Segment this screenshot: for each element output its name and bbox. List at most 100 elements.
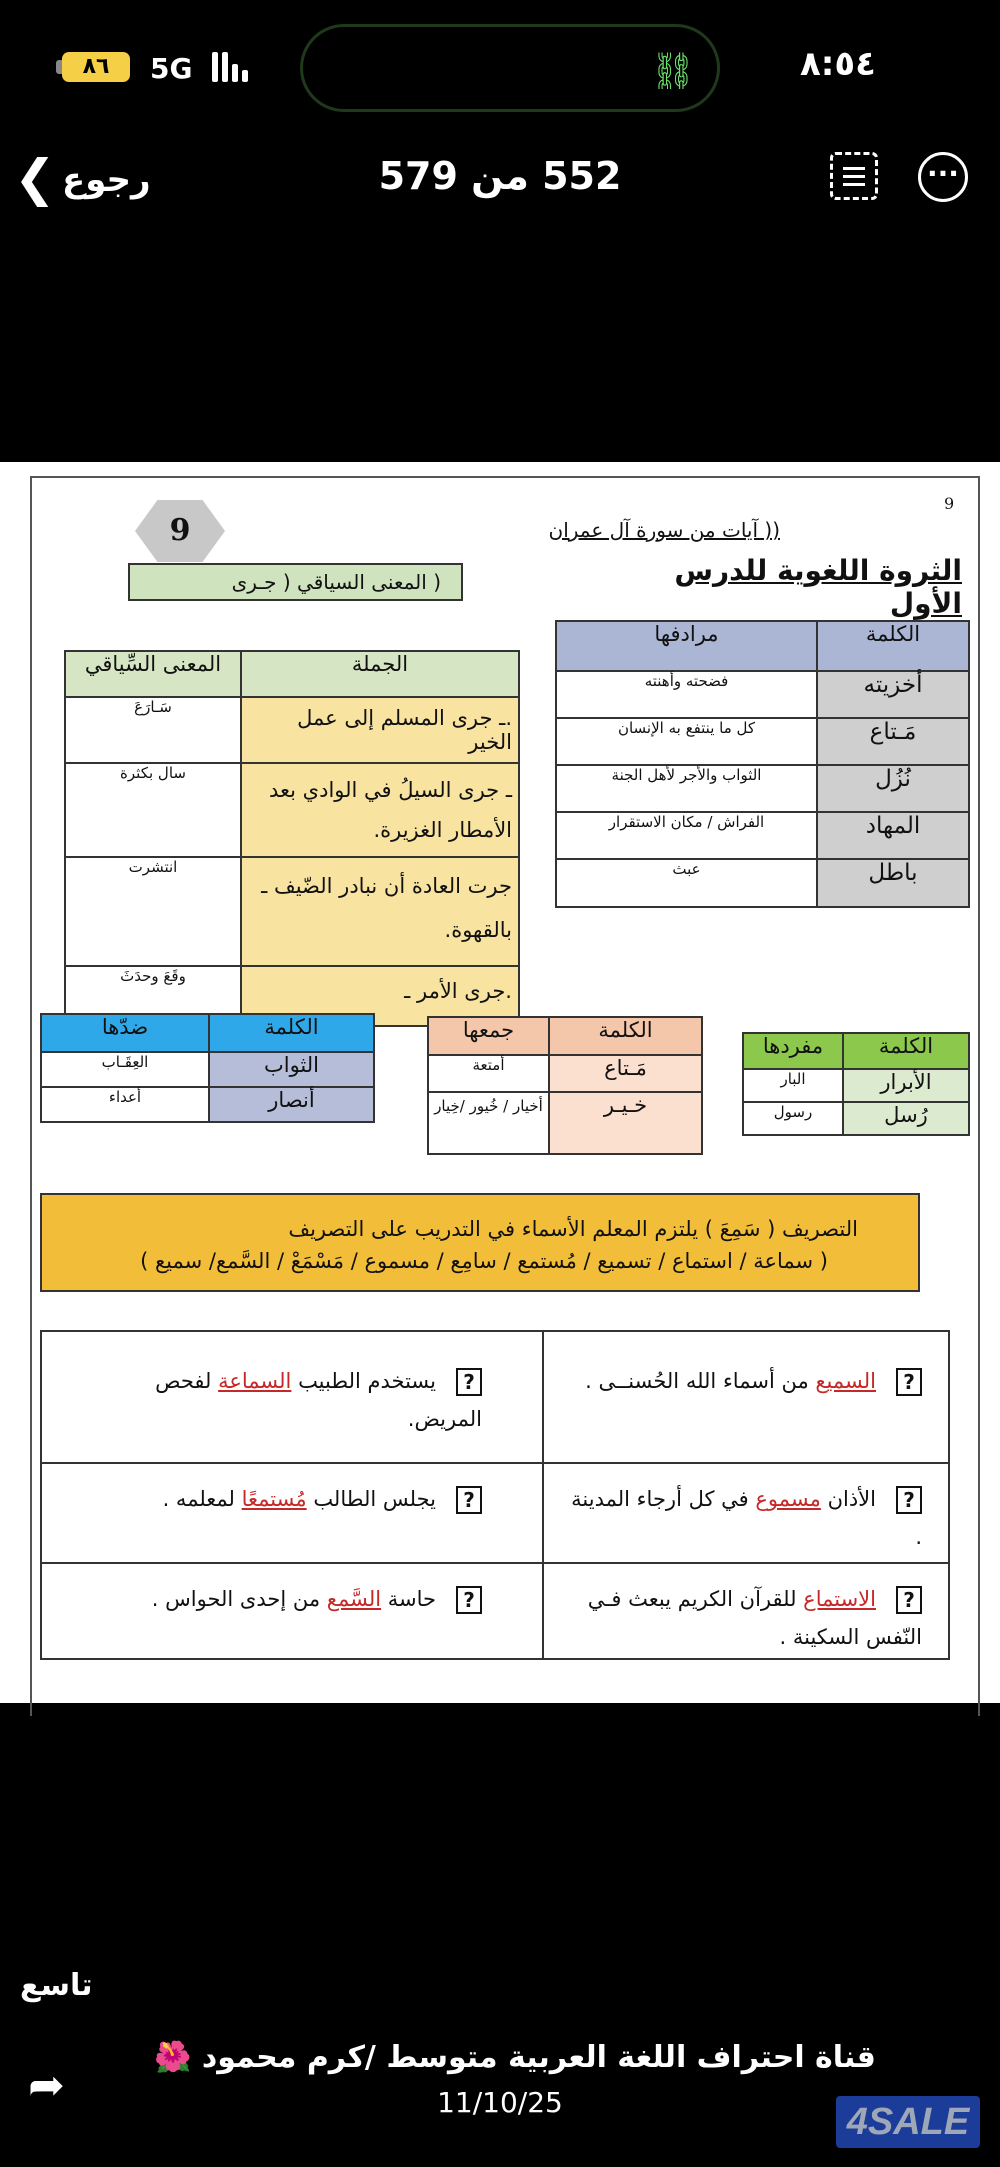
exercise-pre: يجلس الطالب <box>306 1487 436 1511</box>
synonym-cell: كل ما ينتفع به الإنسان <box>555 717 818 766</box>
table-row: خـيـر أخيار / خُيور /خِيار <box>427 1091 703 1155</box>
table-row: .ـ جرى المسلم إلى عمل الخير سَـارَعَ <box>64 696 520 764</box>
table-row: مَـتاع كل ما ينتفع به الإنسان <box>555 717 970 766</box>
dynamic-island <box>300 24 720 112</box>
question-mark-icon[interactable]: ? <box>456 1486 482 1514</box>
conjugation-banner: التصريف ( سَمِعَ ) يلتزم المعلم الأسماء … <box>40 1193 920 1292</box>
table-row: الثواب العِقَـاب <box>40 1051 375 1088</box>
share-icon[interactable]: ➦ <box>28 2060 65 2111</box>
exercise-item: ? يجلس الطالب مُستمعًا لمعلمه . <box>82 1462 482 1562</box>
channel-label: تاسع <box>20 1968 93 2003</box>
question-mark-icon[interactable]: ? <box>456 1586 482 1614</box>
table-row: الأبرار البار <box>742 1068 970 1103</box>
question-mark-icon[interactable]: ? <box>456 1368 482 1396</box>
antonym-cell: أعداء <box>40 1086 210 1123</box>
header-sentence: الجملة <box>240 650 520 698</box>
word-cell: رُسل <box>842 1101 970 1136</box>
word-cell: مَـتاع <box>548 1054 703 1093</box>
singulars-table: الكلمة مفردها الأبرار البار رُسل رسول <box>742 1032 970 1136</box>
synonym-cell: الثواب والأجر لأهل الجنة <box>555 764 818 813</box>
page-counter: 552 من 579 <box>378 154 622 198</box>
more-icon[interactable]: ··· <box>918 152 968 202</box>
table-row: نُزُل الثواب والأجر لأهل الجنة <box>555 764 970 813</box>
antonyms-table: الكلمة ضدّها الثواب العِقَـاب أنصار أعداء <box>40 1013 375 1123</box>
question-mark-icon[interactable]: ? <box>896 1486 922 1514</box>
table-row: أنصار أعداء <box>40 1086 375 1123</box>
meaning-cell: سال بكثرة <box>64 762 242 858</box>
exercise-post: في كل أرجاء المدينة . <box>571 1487 922 1549</box>
word-cell: أخزيته <box>816 670 970 719</box>
sentence-cell: جرت العادة أن نبادر الضّيف ـ بالقهوة. <box>240 856 520 967</box>
highlighted-word: مسموع <box>755 1487 821 1511</box>
network-type: 5G <box>150 52 193 85</box>
word-cell: نُزُل <box>816 764 970 813</box>
meaning-cell: سَـارَعَ <box>64 696 242 764</box>
exercise-item: ? الأذان مسموع في كل أرجاء المدينة . <box>562 1462 922 1562</box>
clock: ٨:٥٤ <box>800 44 876 84</box>
sentence-cell: ـ جرى السيلُ في الوادي بعد الأمطار الغزي… <box>240 762 520 858</box>
exercise-item: ? يستخدم الطبيب السماعة لفحص المريض. <box>82 1332 482 1462</box>
header-singular: مفردها <box>742 1032 844 1070</box>
battery-indicator: ٨٦ <box>62 52 130 82</box>
page-frame <box>30 476 980 1716</box>
word-cell: مَـتاع <box>816 717 970 766</box>
battery-cap <box>56 60 62 74</box>
word-cell: باطل <box>816 858 970 908</box>
header-word: الكلمة <box>842 1032 970 1070</box>
header-meaning: المعنى السِّياقي <box>64 650 242 698</box>
highlighted-word: مُستمعًا <box>241 1487 307 1511</box>
table-row: ـ جرى السيلُ في الوادي بعد الأمطار الغزي… <box>64 762 520 858</box>
page-number: 9 <box>944 494 955 513</box>
plural-cell: أمتعة <box>427 1054 550 1093</box>
exercise-post: لفحص المريض. <box>155 1369 482 1431</box>
document-page: 9 9 (( آيات من سورة آل عمران الثروة اللغ… <box>0 462 1000 1716</box>
table-row: رُسل رسول <box>742 1101 970 1136</box>
singular-cell: رسول <box>742 1101 844 1136</box>
chevron-left-icon[interactable]: ❮ <box>14 149 56 207</box>
word-cell: أنصار <box>208 1086 375 1123</box>
lesson-title: الثروة اللغوية للدرس الأول <box>674 554 962 620</box>
exercise-item: ? الاستماع للقرآن الكريم يبعث فـي النّفس … <box>562 1562 922 1658</box>
word-cell: الأبرار <box>842 1068 970 1103</box>
table-row: باطل عبث <box>555 858 970 908</box>
word-cell: خـيـر <box>548 1091 703 1155</box>
word-cell: المهاد <box>816 811 970 860</box>
highlighted-word: السماعة <box>218 1369 292 1393</box>
context-meaning-table: الجملة المعنى السِّياقي .ـ جرى المسلم إلى… <box>64 650 520 1027</box>
exercise-post: لمعلمه . <box>162 1487 242 1511</box>
question-mark-icon[interactable]: ? <box>896 1368 922 1396</box>
highlighted-word: الاستماع <box>803 1587 876 1611</box>
table-row: المهاد الفراش / مكان الاستقرار <box>555 811 970 860</box>
header-word: الكلمة <box>816 620 970 672</box>
meaning-cell: انتشرت <box>64 856 242 967</box>
exercise-post: من إحدى الحواس . <box>151 1587 327 1611</box>
synonyms-table: الكلمة مرادفها أخزيته فضحته وأهنته مَـتاع ك… <box>555 620 970 908</box>
post-caption: قناة احتراف اللغة العربية متوسط /كرم محم… <box>154 2040 876 2075</box>
link-icon: ⛓ <box>650 51 696 92</box>
exercise-grid: ? السميع من أسماء الله الحُسنــى . ? يستخدم… <box>40 1330 950 1660</box>
exercise-pre: الأذان <box>820 1487 876 1511</box>
header-plural: جمعها <box>427 1016 550 1056</box>
highlighted-word: السَّمع <box>326 1587 382 1611</box>
lesson-subtitle: (( آيات من سورة آل عمران <box>548 518 780 542</box>
sentence-cell: .ـ جرى المسلم إلى عمل الخير <box>240 696 520 764</box>
table-row: مَـتاع أمتعة <box>427 1054 703 1093</box>
context-box: ( المعنى السياقي ( جـرى <box>128 563 463 601</box>
highlighted-word: السميع <box>815 1369 876 1393</box>
header-antonym: ضدّها <box>40 1013 210 1053</box>
synonym-cell: الفراش / مكان الاستقرار <box>555 811 818 860</box>
back-button[interactable]: رجوع <box>62 160 151 200</box>
exercise-pre: حاسة <box>381 1587 436 1611</box>
banner-line-2: ( سماعة / استماع / تسميع / مُستمع / سامِ… <box>140 1249 828 1273</box>
question-mark-icon[interactable]: ? <box>896 1586 922 1614</box>
word-cell: الثواب <box>208 1051 375 1088</box>
synonym-cell: فضحته وأهنته <box>555 670 818 719</box>
table-row: أخزيته فضحته وأهنته <box>555 670 970 719</box>
header-word: الكلمة <box>548 1016 703 1056</box>
scan-text-icon[interactable] <box>830 152 878 200</box>
exercise-post: للقرآن الكريم يبعث فـي النّفس السكينة . <box>587 1587 922 1649</box>
post-date: 11/10/25 <box>437 2086 563 2119</box>
synonym-cell: عبث <box>555 858 818 908</box>
table-row: جرت العادة أن نبادر الضّيف ـ بالقهوة. انت… <box>64 856 520 967</box>
plural-cell: أخيار / خُيور /خِيار <box>427 1091 550 1155</box>
